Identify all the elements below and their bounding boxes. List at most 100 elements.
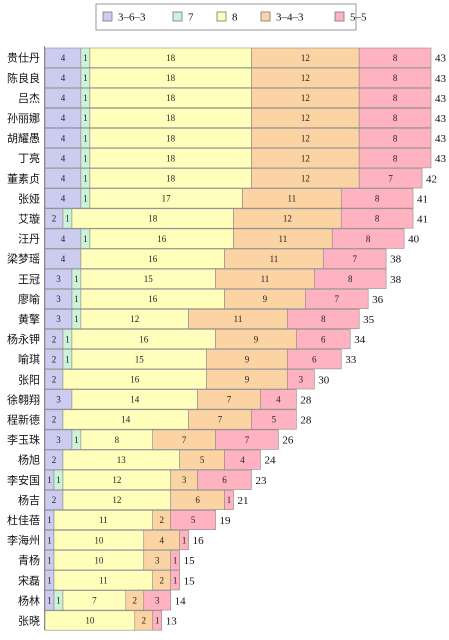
segment-value-24-0: 1 [47,535,52,545]
category-label-24: 李海州 [7,533,40,547]
segment-value-5-2: 18 [166,153,176,163]
segment-value-27-3: 2 [133,596,138,606]
bar-segment-0-4 [358,47,432,68]
segment-value-0-2: 18 [166,53,176,63]
total-label-17: 28 [300,394,312,406]
segment-value-4-0: 4 [61,133,66,143]
segment-value-8-2: 18 [148,214,158,224]
category-label-23: 杜佳蓓 [7,513,40,527]
segment-value-13-1: 1 [74,314,79,324]
legend-label-3: 3–4–3 [276,12,304,24]
category-label-7: 张娅 [18,191,40,205]
segment-value-28-4: 1 [155,616,160,626]
segment-value-18-2: 14 [121,415,131,425]
segment-value-16-0: 2 [52,375,57,385]
segment-value-1-1: 1 [83,73,88,83]
segment-value-5-3: 12 [301,153,310,163]
segment-value-28-3: 2 [141,616,146,626]
segment-value-6-3: 12 [301,174,310,184]
segment-value-13-0: 3 [56,314,61,324]
category-label-17: 徐翱翔 [7,392,40,406]
segment-value-12-0: 3 [56,294,61,304]
category-label-2: 吕杰 [18,92,40,105]
category-label-20: 杨旭 [18,453,40,467]
total-label-0: 43 [435,53,447,65]
segment-value-27-1: 1 [56,596,61,606]
segment-value-5-1: 1 [83,153,88,163]
segment-value-8-4: 8 [375,214,380,224]
segment-value-4-2: 18 [166,133,176,143]
total-label-14: 34 [354,334,366,346]
bar-segment-5-4 [358,148,432,169]
bar-segment-18-4 [251,409,297,430]
segment-value-2-1: 1 [83,93,88,103]
total-label-28: 13 [166,616,178,628]
segment-value-5-0: 4 [61,153,66,163]
total-label-22: 21 [238,495,249,507]
segment-value-19-1: 1 [74,435,79,445]
bar-segment-19-4 [215,429,279,450]
category-label-14: 杨永钾 [7,332,40,346]
total-label-18: 28 [300,415,312,427]
segment-value-11-0: 3 [56,274,61,284]
segment-value-13-3: 11 [234,314,243,324]
total-label-27: 14 [175,595,187,607]
segment-value-27-2: 7 [92,596,97,606]
segment-value-2-4: 8 [393,93,398,103]
segment-value-7-0: 4 [61,194,66,204]
total-label-13: 35 [363,314,375,326]
bar-segment-17-4 [260,389,297,410]
segment-value-24-2: 10 [94,535,104,545]
segment-value-9-1: 1 [83,234,88,244]
segment-value-3-2: 18 [166,113,176,123]
segment-value-26-4: 1 [173,576,178,586]
bar-segment-10-4 [322,248,387,269]
segment-value-20-2: 13 [117,455,127,465]
segment-value-4-1: 1 [83,133,88,143]
legend-label-4: 5–5 [350,12,367,24]
total-label-11: 38 [390,274,402,286]
category-label-6: 董素贞 [7,171,40,185]
category-label-26: 宋磊 [18,573,40,587]
total-label-5: 43 [435,153,447,165]
segment-value-21-0: 1 [47,475,52,485]
total-label-16: 30 [318,374,330,386]
segment-value-0-3: 12 [301,53,310,63]
total-label-24: 16 [193,535,205,547]
segment-value-7-1: 1 [83,194,88,204]
segment-value-1-0: 4 [61,73,66,83]
segment-value-0-1: 1 [83,53,88,63]
total-label-10: 38 [390,254,402,266]
segment-value-14-0: 2 [52,334,57,344]
total-label-4: 43 [435,133,447,145]
segment-value-11-2: 15 [144,274,154,284]
bar-segment-15-4 [287,349,342,370]
segment-value-13-4: 8 [321,314,326,324]
segment-value-10-0: 4 [61,254,66,264]
segment-value-2-3: 12 [301,93,310,103]
segment-value-25-4: 1 [173,555,178,565]
segment-value-9-0: 4 [61,234,66,244]
segment-value-17-2: 14 [130,395,140,405]
legend-swatch-0 [102,11,113,22]
bar-segment-28-4 [152,610,162,631]
segment-value-26-2: 11 [99,576,108,586]
segment-value-15-3: 9 [245,354,250,364]
segment-value-3-3: 12 [301,113,310,123]
segment-value-21-2: 12 [112,475,121,485]
bar-segment-3-4 [358,108,432,129]
segment-value-1-2: 18 [166,73,176,83]
segment-value-24-3: 4 [159,535,164,545]
segment-value-12-4: 7 [334,294,339,304]
segment-value-22-4: 1 [227,495,232,505]
legend-swatch-3 [260,11,271,22]
segment-value-8-0: 2 [52,214,57,224]
segment-value-9-4: 8 [366,234,371,244]
segment-value-3-0: 4 [61,113,66,123]
segment-value-26-3: 2 [159,576,164,586]
total-label-26: 15 [184,575,196,587]
legend: 3–6–3 7 8 3–4–3 5–5 [95,3,367,31]
category-label-0: 贵仕丹 [7,52,40,65]
total-label-25: 15 [184,555,196,567]
segment-value-4-4: 8 [393,133,398,143]
